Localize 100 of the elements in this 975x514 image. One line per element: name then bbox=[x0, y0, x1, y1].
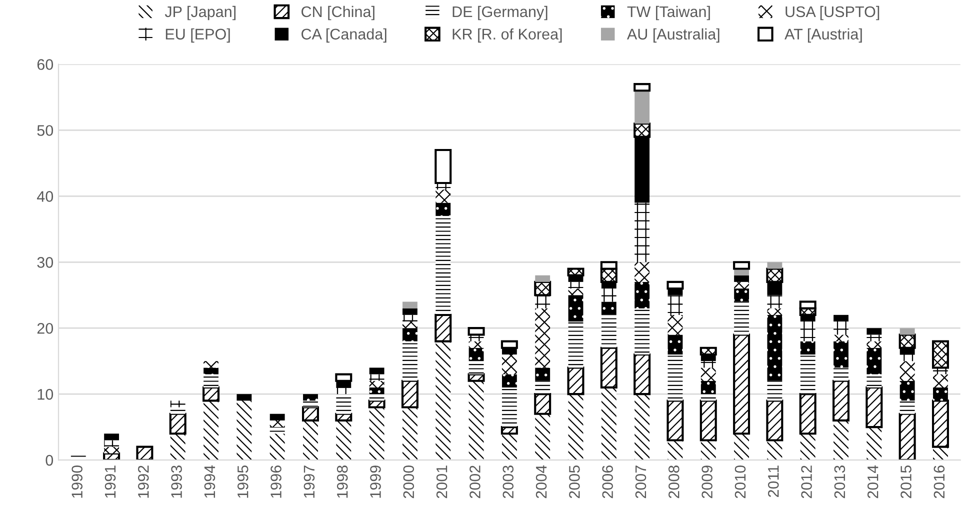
bar bbox=[700, 380, 716, 394]
bar bbox=[468, 327, 485, 336]
bar bbox=[368, 400, 386, 408]
bar bbox=[402, 341, 418, 381]
bar bbox=[866, 341, 882, 348]
bar bbox=[535, 414, 550, 460]
legend-label: KR [R. of Korea] bbox=[452, 28, 562, 43]
bar bbox=[236, 394, 252, 401]
bar bbox=[933, 387, 948, 401]
bar bbox=[335, 412, 352, 422]
bar bbox=[766, 400, 784, 442]
bar bbox=[369, 394, 384, 401]
bar bbox=[866, 328, 882, 335]
bar bbox=[800, 322, 816, 342]
bar bbox=[567, 366, 584, 396]
x-tick-label: 2010 bbox=[734, 465, 746, 498]
bar bbox=[767, 440, 782, 460]
bar bbox=[568, 295, 584, 322]
x-tick-label: 2012 bbox=[801, 466, 812, 498]
bar bbox=[202, 386, 220, 402]
bar bbox=[104, 434, 120, 440]
bar bbox=[336, 394, 352, 414]
bar bbox=[933, 368, 948, 374]
bar bbox=[767, 262, 782, 269]
bar bbox=[700, 368, 716, 381]
x-tick-label: 2015 bbox=[900, 466, 912, 498]
bar bbox=[402, 328, 418, 342]
bar bbox=[534, 393, 552, 415]
bar bbox=[568, 288, 584, 296]
bar bbox=[799, 393, 816, 435]
bar bbox=[767, 308, 782, 315]
bar bbox=[502, 387, 517, 428]
bar bbox=[668, 295, 683, 315]
x-tick-label: 1996 bbox=[270, 466, 282, 498]
bar bbox=[666, 400, 684, 442]
x-tick-label: 1992 bbox=[138, 466, 149, 498]
bar bbox=[303, 394, 318, 401]
legend-label: TW [Taiwan] bbox=[627, 6, 710, 20]
bar bbox=[468, 348, 484, 362]
bar bbox=[734, 282, 749, 289]
x-tick-label: 2003 bbox=[502, 466, 514, 498]
bar bbox=[866, 386, 883, 428]
bar bbox=[601, 314, 616, 348]
bar bbox=[436, 190, 451, 203]
bar bbox=[733, 334, 750, 435]
bar bbox=[900, 380, 915, 401]
bar bbox=[369, 380, 384, 388]
bar bbox=[170, 434, 186, 460]
x-tick-label: 2004 bbox=[536, 465, 547, 498]
bar bbox=[668, 334, 683, 354]
bar bbox=[601, 288, 616, 302]
bar bbox=[270, 420, 285, 428]
bar bbox=[600, 346, 618, 389]
bar bbox=[634, 262, 650, 282]
bar bbox=[302, 406, 319, 422]
x-tick-label: 1997 bbox=[304, 466, 315, 498]
bar bbox=[767, 380, 782, 401]
bar bbox=[468, 341, 484, 348]
legend-label: CN [China] bbox=[302, 6, 374, 20]
bar bbox=[502, 434, 517, 460]
legend-label: AT [Austria] bbox=[784, 28, 862, 43]
y-tick-label: 30 bbox=[37, 257, 54, 268]
bar bbox=[204, 400, 218, 460]
bar bbox=[402, 407, 418, 460]
bar bbox=[336, 387, 352, 394]
bar bbox=[700, 400, 717, 442]
bar bbox=[834, 334, 848, 342]
bar bbox=[800, 354, 816, 394]
y-tick-label: 40 bbox=[37, 191, 54, 202]
bar bbox=[800, 434, 816, 460]
bar bbox=[634, 90, 650, 124]
x-tick-label: 2001 bbox=[436, 466, 448, 498]
bar bbox=[733, 261, 750, 270]
bar bbox=[767, 314, 782, 381]
legend-label: CA [Canada] bbox=[302, 28, 386, 43]
legend-label: JP [Japan] bbox=[164, 6, 236, 20]
legend-label: DE [Germany] bbox=[452, 6, 548, 20]
legend-label: EU [EPO] bbox=[166, 28, 230, 43]
y-tick-label: 0 bbox=[46, 454, 54, 466]
bar bbox=[700, 394, 716, 401]
bar bbox=[734, 302, 749, 335]
bar bbox=[700, 440, 716, 460]
x-tick-label: 1990 bbox=[72, 465, 82, 498]
bar bbox=[933, 374, 948, 388]
bar bbox=[136, 446, 154, 460]
bar bbox=[568, 394, 584, 460]
bar bbox=[832, 380, 850, 422]
legend-label: USA [USPTO] bbox=[786, 6, 880, 20]
y-tick-label: 60 bbox=[37, 59, 54, 70]
bar bbox=[369, 374, 384, 381]
x-tick-label: 1991 bbox=[104, 466, 116, 498]
bar bbox=[634, 282, 650, 308]
bar bbox=[402, 308, 418, 315]
bar bbox=[900, 354, 915, 362]
bar bbox=[634, 394, 650, 460]
bar bbox=[898, 412, 916, 460]
bar bbox=[535, 380, 550, 394]
bar bbox=[369, 407, 384, 460]
bar bbox=[535, 368, 550, 381]
bar bbox=[734, 288, 749, 302]
